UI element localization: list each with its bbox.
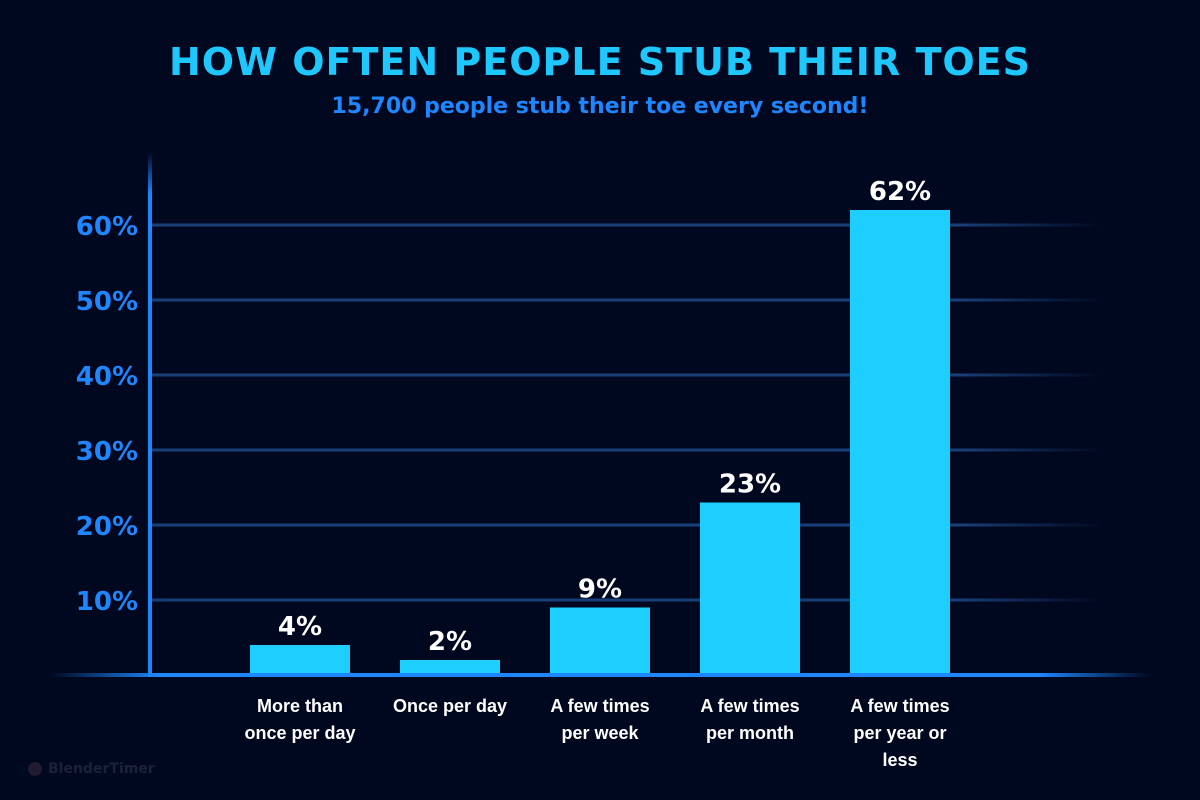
x-axis-line	[50, 673, 1150, 677]
y-axis-line	[148, 152, 152, 677]
data-label: 2%	[428, 627, 472, 657]
data-label: 9%	[578, 575, 622, 605]
x-tick-label: per month	[706, 723, 794, 743]
gridline	[152, 448, 1102, 452]
bar	[850, 210, 950, 675]
bar	[400, 660, 500, 675]
data-label: 4%	[278, 612, 322, 642]
y-tick-label: 40%	[76, 362, 138, 392]
bar	[700, 502, 800, 675]
gridline	[152, 373, 1102, 377]
x-tick-label: A few times	[700, 696, 799, 716]
gridline	[152, 523, 1102, 527]
gridline	[152, 598, 1102, 602]
chart-subtitle: 15,700 people stub their toe every secon…	[331, 94, 869, 119]
y-tick-label: 20%	[76, 512, 138, 542]
x-tick-label: Once per day	[393, 696, 507, 716]
x-tick-label: A few times	[550, 696, 649, 716]
x-tick-label: More than	[257, 696, 343, 716]
bar	[550, 607, 650, 675]
data-label: 62%	[869, 177, 931, 207]
bar	[250, 645, 350, 675]
watermark-logo: BlenderTimer	[28, 761, 155, 777]
x-tick-label: per week	[561, 723, 639, 743]
gridline	[152, 223, 1102, 227]
chart-title: HOW OFTEN PEOPLE STUB THEIR TOES	[169, 40, 1031, 84]
x-tick-label: once per day	[244, 723, 355, 743]
x-tick-label: per year or	[853, 723, 946, 743]
y-tick-label: 30%	[76, 437, 138, 467]
watermark-text: BlenderTimer	[48, 761, 155, 777]
blender-logo-icon	[28, 762, 42, 776]
y-tick-label: 60%	[76, 212, 138, 242]
x-tick-label: A few times	[850, 696, 949, 716]
data-label: 23%	[719, 470, 781, 500]
x-tick-label: less	[882, 750, 917, 770]
y-tick-label: 10%	[76, 587, 138, 617]
y-tick-label: 50%	[76, 287, 138, 317]
gridline	[152, 298, 1102, 302]
